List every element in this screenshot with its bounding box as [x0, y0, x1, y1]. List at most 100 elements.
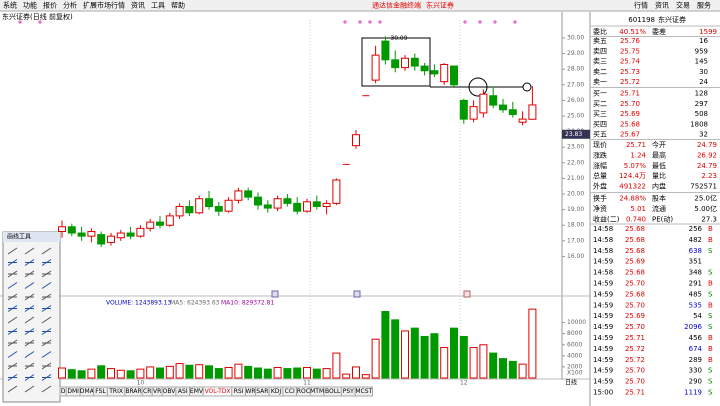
high-label: 30.09: [390, 35, 407, 42]
tool-icon[interactable]: [41, 374, 52, 381]
indicator-tab-label[interactable]: BRAR: [125, 388, 141, 395]
volume-bar: [126, 370, 135, 379]
tool-icon[interactable]: [7, 293, 18, 301]
indicator-tab-label[interactable]: CR: [143, 388, 151, 395]
tool-icon[interactable]: [24, 362, 35, 370]
indicator-tab-label[interactable]: VR: [153, 388, 161, 395]
tool-icon[interactable]: [41, 293, 52, 301]
event-icon[interactable]: [271, 290, 279, 298]
top-tab[interactable]: 服务: [697, 1, 711, 10]
tool-icon[interactable]: [7, 316, 18, 324]
volume-bar: [508, 360, 517, 379]
quote-value: 1.24: [630, 151, 646, 159]
tool-icon[interactable]: [41, 282, 52, 289]
tool-icon[interactable]: [24, 270, 35, 278]
tool-icon[interactable]: [7, 282, 18, 289]
tool-icon[interactable]: [7, 385, 18, 393]
tool-icon[interactable]: [41, 328, 52, 335]
indicator-tab-label[interactable]: FSL: [95, 388, 106, 395]
tool-icon[interactable]: [7, 374, 18, 381]
candle-body: [146, 221, 155, 229]
tool-icon[interactable]: [24, 282, 35, 289]
quote-value: 24.88%: [619, 195, 646, 203]
candle-body: [391, 59, 400, 69]
tool-icon[interactable]: [24, 247, 35, 255]
tool-icon[interactable]: [41, 362, 52, 370]
indicator-tab-label[interactable]: KDJ: [271, 388, 282, 395]
menu-item[interactable]: 分析: [63, 1, 77, 10]
indicator-tab-label[interactable]: TRIX: [108, 388, 123, 395]
indicator-tab-label[interactable]: RSI: [234, 388, 244, 395]
indicator-tab-label[interactable]: DMI: [67, 388, 79, 395]
indicator-tab-label[interactable]: ASI: [178, 388, 188, 395]
menu-item[interactable]: 工具: [151, 2, 165, 10]
indicator-tab-label[interactable]: ROC: [297, 388, 310, 395]
tool-icon[interactable]: [7, 328, 18, 335]
tool-icon[interactable]: [24, 293, 35, 301]
candle-body: [244, 190, 253, 198]
volume-bar: [87, 368, 96, 379]
indicator-tab-label[interactable]: MTM: [310, 388, 324, 395]
indicator-tab[interactable]: [354, 386, 374, 397]
top-tab[interactable]: 交易: [676, 1, 690, 10]
tool-icon[interactable]: [24, 374, 35, 381]
tool-icon[interactable]: [41, 305, 52, 312]
tool-icon[interactable]: [24, 351, 35, 358]
candle-body: [508, 109, 517, 115]
tool-icon[interactable]: [7, 270, 18, 278]
indicator-tab-label[interactable]: D: [61, 388, 66, 395]
indicator-tab-label[interactable]: SAR: [256, 388, 268, 395]
indicator-tab-label[interactable]: EMV: [190, 388, 204, 395]
tool-icon[interactable]: [41, 247, 52, 255]
tool-icon[interactable]: [24, 339, 35, 347]
menu-item[interactable]: 功能: [23, 1, 37, 10]
menu-item[interactable]: 扩展市场行情: [83, 1, 125, 10]
candle-body: [489, 95, 498, 106]
tool-icon[interactable]: [41, 385, 52, 393]
top-tab[interactable]: 行情: [634, 1, 648, 10]
menu-item[interactable]: 报价: [43, 1, 57, 10]
tool-icon[interactable]: [7, 305, 18, 312]
book-price: 25.67: [620, 131, 640, 139]
tool-icon[interactable]: [24, 259, 35, 266]
indicator-tab-label[interactable]: DMA: [80, 388, 95, 395]
tool-icon[interactable]: [24, 328, 35, 335]
candle-body: [165, 215, 174, 226]
tool-icon[interactable]: [41, 270, 52, 278]
indicator-tab-label[interactable]: OBV: [163, 388, 177, 395]
indicator-tab-label[interactable]: VOL-TDX: [205, 388, 231, 395]
indicator-tab-label[interactable]: BOLL: [325, 388, 341, 395]
tool-icon[interactable]: [41, 351, 52, 358]
tool-icon[interactable]: [41, 339, 52, 347]
tool-icon[interactable]: [24, 305, 35, 312]
menu-item[interactable]: 帮助: [171, 1, 185, 10]
menu-item[interactable]: 资讯: [131, 1, 145, 10]
top-tab[interactable]: 资讯: [655, 1, 669, 10]
tick-price: 25.70: [625, 301, 645, 309]
quote-label: PE(动): [652, 214, 673, 223]
indicator-tab-label[interactable]: PSY: [343, 388, 354, 395]
event-icon[interactable]: [463, 290, 471, 298]
book-price: 25.71: [620, 90, 640, 98]
indicator-tab-label[interactable]: WR: [245, 388, 255, 395]
volume-bar: [205, 365, 213, 379]
candle-body: [518, 118, 527, 123]
indicator-tab-label[interactable]: MCST: [355, 388, 372, 395]
event-icon[interactable]: [353, 290, 361, 298]
tool-icon[interactable]: [7, 362, 18, 370]
tool-icon[interactable]: [41, 316, 52, 324]
tool-icon[interactable]: [7, 339, 18, 347]
menu-item[interactable]: 系统: [3, 1, 17, 10]
tool-icon[interactable]: [7, 351, 18, 358]
tick-volume: 638: [689, 247, 702, 255]
volume-bar: [322, 368, 331, 379]
tool-icon[interactable]: [7, 259, 18, 266]
tool-icon[interactable]: [41, 259, 52, 266]
volume-bar: [352, 366, 360, 379]
tick-side: B: [708, 225, 713, 233]
tool-icon[interactable]: [7, 247, 18, 255]
tool-icon[interactable]: [24, 316, 35, 324]
y-tick-label: 2000: [567, 363, 582, 370]
tool-icon[interactable]: [24, 385, 35, 393]
indicator-tab-label[interactable]: CCI: [285, 388, 295, 395]
